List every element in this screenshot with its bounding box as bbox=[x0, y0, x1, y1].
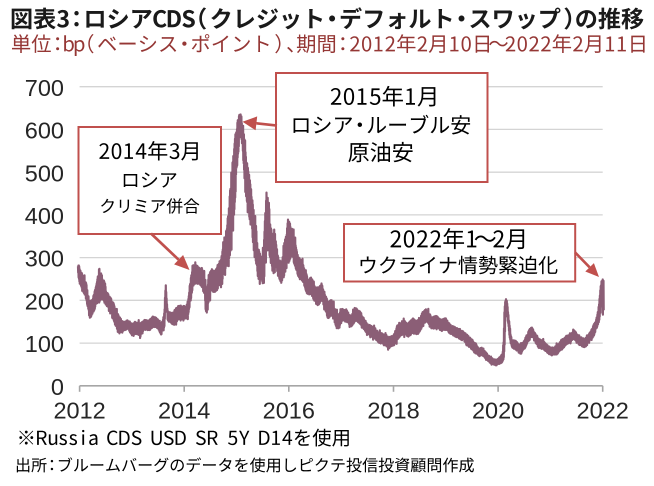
svg-text:100: 100 bbox=[25, 331, 64, 357]
svg-text:700: 700 bbox=[25, 75, 64, 101]
svg-text:0: 0 bbox=[51, 374, 64, 400]
svg-text:2022: 2022 bbox=[577, 397, 629, 423]
svg-text:200: 200 bbox=[25, 288, 64, 314]
svg-text:2012: 2012 bbox=[53, 397, 105, 423]
svg-text:2016: 2016 bbox=[263, 397, 315, 423]
svg-text:400: 400 bbox=[25, 203, 64, 229]
svg-text:600: 600 bbox=[25, 118, 64, 144]
svg-text:2018: 2018 bbox=[367, 397, 419, 423]
svg-text:500: 500 bbox=[25, 160, 64, 186]
svg-text:2020: 2020 bbox=[472, 397, 524, 423]
svg-text:2014: 2014 bbox=[158, 397, 210, 423]
svg-text:300: 300 bbox=[25, 246, 64, 272]
